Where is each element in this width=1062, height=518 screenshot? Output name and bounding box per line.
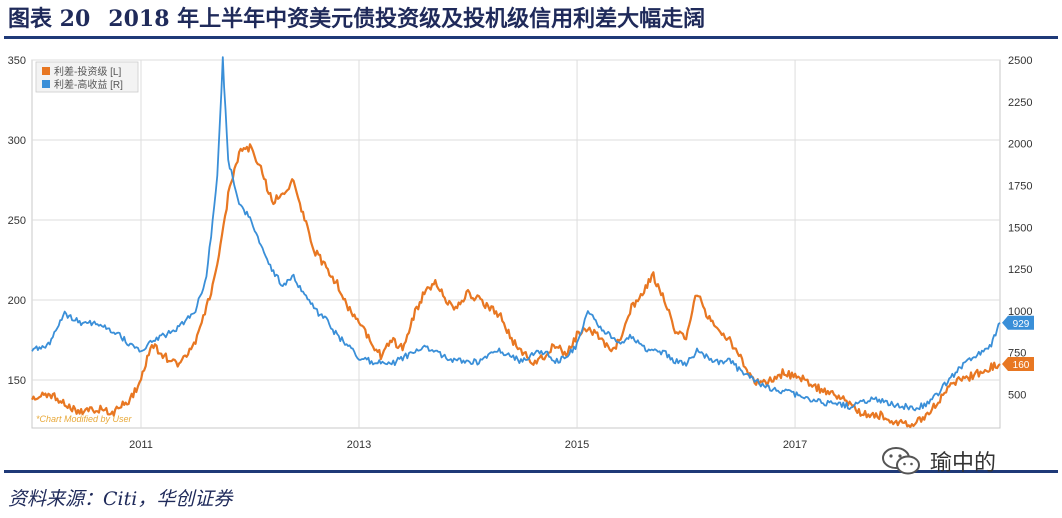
left-tick-label: 300 <box>8 135 26 147</box>
figure-number: 图表 20 <box>8 6 91 32</box>
chart: 2011 2013 2015 2017 150 200 250 300 350 500 750 100… <box>8 55 1034 451</box>
legend-swatch <box>42 67 50 75</box>
chart-annotation: *Chart Modified by User <box>36 414 133 424</box>
title-rule <box>4 36 1058 39</box>
x-tick-label: 2013 <box>347 439 371 451</box>
right-tick-label: 1250 <box>1008 264 1032 276</box>
right-tick-label: 2500 <box>1008 55 1032 67</box>
right-tick-label: 1500 <box>1008 222 1032 234</box>
figure-caption: 2018 年上半年中资美元债投资级及投机级信用利差大幅走阔 <box>108 6 706 32</box>
footer-rule <box>4 470 1058 473</box>
x-tick-label: 2011 <box>129 439 153 451</box>
legend-entry: 利差-投资级 [L] <box>54 65 121 78</box>
left-tick-label: 250 <box>8 215 26 227</box>
right-tick-label: 1000 <box>1008 306 1032 318</box>
right-tick-label: 500 <box>1008 390 1026 402</box>
end-label-value: 160 <box>1013 360 1030 371</box>
legend: 利差-投资级 [L]利差-高收益 [R] <box>35 61 139 93</box>
series-line-high-yield <box>31 56 1001 412</box>
figure-title: 图表 20 2018 年上半年中资美元债投资级及投机级信用利差大幅走阔 <box>8 4 705 34</box>
x-tick-label: 2015 <box>565 439 589 451</box>
end-label-tag <box>1002 315 1034 330</box>
plot-area <box>31 59 1001 429</box>
right-tick-label: 2000 <box>1008 139 1032 151</box>
left-tick-label: 150 <box>8 375 26 387</box>
legend-box <box>35 61 139 93</box>
watermark: 瑜中的 <box>880 444 996 478</box>
legend-entry: 利差-高收益 [R] <box>54 78 123 91</box>
right-tick-label: 750 <box>1008 348 1026 360</box>
x-tick-label: 2017 <box>783 439 807 451</box>
wechat-icon <box>882 447 920 475</box>
right-tick-label: 1750 <box>1008 180 1032 192</box>
series-line-investment-grade <box>31 143 1001 429</box>
right-tick-label: 2250 <box>1008 97 1032 109</box>
left-tick-label: 200 <box>8 295 26 307</box>
end-label-tag <box>1002 357 1034 371</box>
watermark-text: 瑜中的 <box>930 451 997 476</box>
end-label-value: 929 <box>1013 319 1030 330</box>
end-label: 929 <box>1002 315 1034 330</box>
legend-swatch <box>42 80 50 88</box>
left-tick-label: 350 <box>8 55 26 67</box>
source-note: 资料来源：Citi，华创证券 <box>8 488 233 510</box>
end-label: 160 <box>1002 357 1034 371</box>
